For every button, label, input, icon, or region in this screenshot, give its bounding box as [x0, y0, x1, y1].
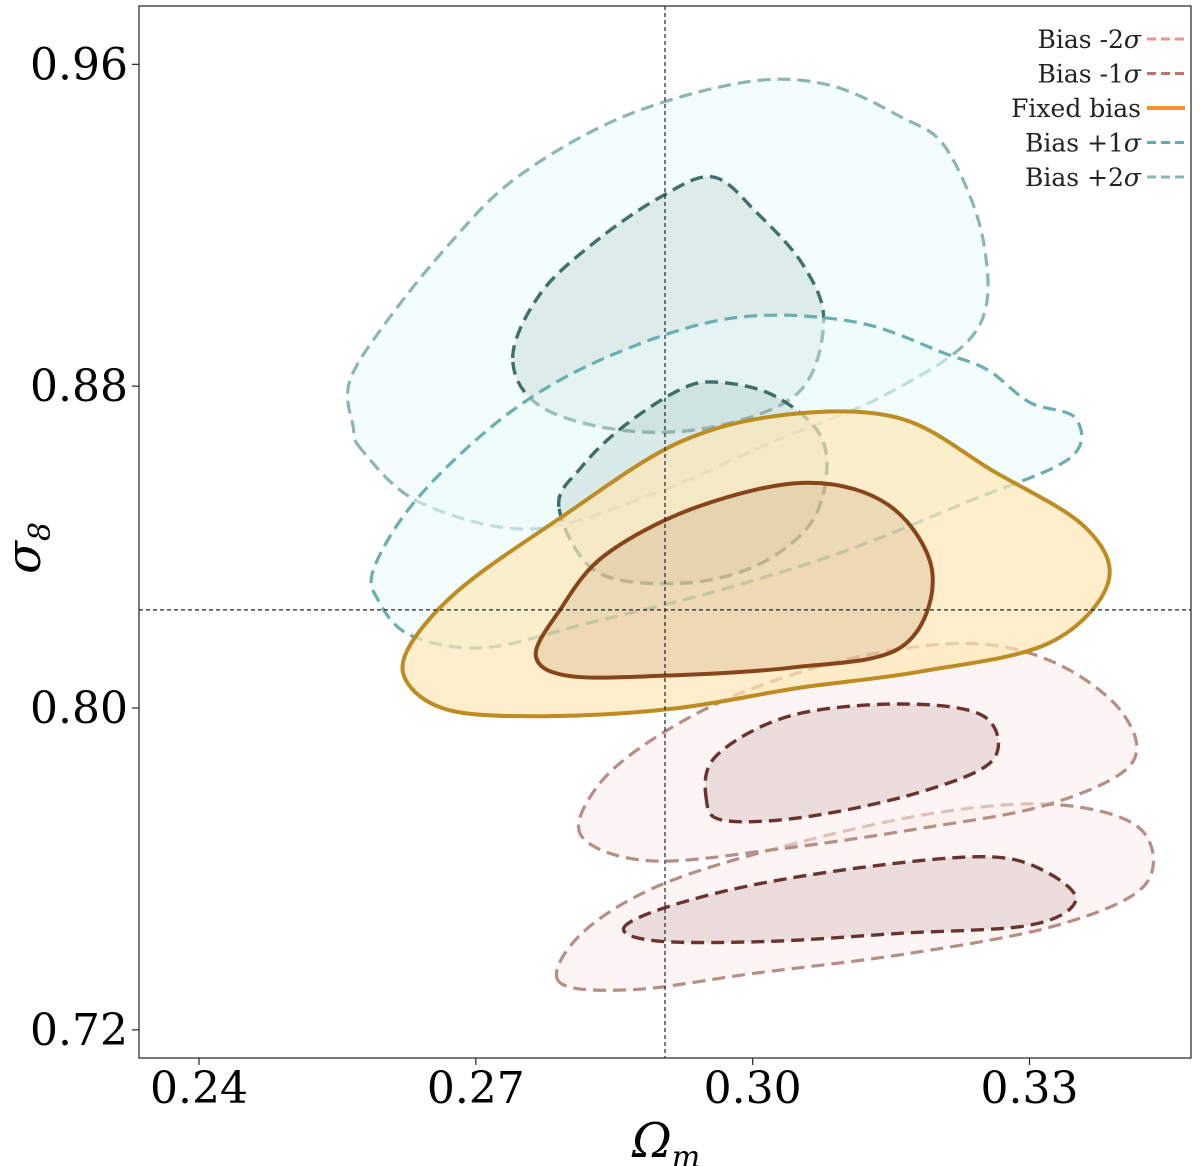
contour-inner-bias-minus2sigma [621, 854, 1078, 945]
legend-entry-bias-plus2sigma: Bias +2σ [1025, 163, 1185, 192]
y-tick-label: 0.80 [30, 683, 128, 734]
x-axis-label-subscript: m [672, 1140, 700, 1166]
y-tick-label: 0.72 [30, 1005, 128, 1056]
contour-inner-bias-minus1sigma [703, 702, 1001, 824]
legend-entry-bias-minus2sigma: Bias -2σ [1038, 25, 1185, 54]
legend-label-symbol: σ [1124, 25, 1142, 54]
legend-label: Bias +1σ [1025, 129, 1142, 158]
contour-outer-bias-minus2sigma [554, 802, 1156, 992]
legend-entry-bias-minus1sigma: Bias -1σ [1038, 60, 1185, 89]
contour-outer-fixed-bias [400, 409, 1112, 719]
contour-layer [345, 77, 1156, 992]
x-tick-label: 0.24 [150, 1063, 248, 1114]
legend-label-text: Bias -2 [1038, 25, 1124, 54]
legend-label-symbol: σ [1124, 129, 1142, 158]
series-bias-minus1sigma [576, 641, 1139, 863]
legend-label: Bias -1σ [1038, 60, 1142, 89]
legend-entry-fixed-bias: Fixed bias [1011, 94, 1185, 123]
legend-label-text: Fixed bias [1011, 94, 1141, 123]
svg-text:σ8: σ8 [0, 522, 58, 574]
legend-label: Bias +2σ [1025, 163, 1142, 192]
legend-label: Bias -2σ [1038, 25, 1142, 54]
y-axis-label-base: σ [0, 540, 52, 574]
legend-entry-bias-plus1sigma: Bias +1σ [1025, 129, 1185, 158]
x-axis-label-base: Ω [631, 1113, 672, 1166]
y-tick-label: 0.88 [30, 361, 128, 412]
legend-label-symbol: σ [1124, 163, 1142, 192]
y-axis-label: σ8 [0, 522, 58, 574]
axis-ticks: 0.24 0.27 0.30 0.33 0.72 0.80 0.88 0.96 [30, 39, 1078, 1114]
fiducial-lines [139, 6, 1191, 1058]
contour-outer-bias-minus1sigma [576, 641, 1139, 863]
x-tick-label: 0.27 [427, 1063, 525, 1114]
plot-frame [138, 5, 1192, 1059]
contour-inner-fixed-bias [533, 480, 935, 680]
x-tick-label: 0.30 [704, 1063, 802, 1114]
legend-label-text: Bias +2 [1025, 163, 1124, 192]
x-axis-label: Ωm [631, 1113, 700, 1166]
legend-label-text: Bias +1 [1025, 129, 1124, 158]
series-fixed-bias [400, 409, 1112, 719]
x-tick-label: 0.33 [981, 1063, 1079, 1114]
y-tick-label: 0.96 [30, 39, 128, 90]
legend-label-symbol: σ [1124, 60, 1142, 89]
y-axis-label-subscript: 8 [23, 522, 58, 541]
legend-label-text: Bias -1 [1038, 60, 1124, 89]
legend-label: Fixed bias [1011, 94, 1141, 123]
svg-text:Ωm: Ωm [631, 1113, 700, 1166]
series-bias-minus2sigma [554, 802, 1156, 992]
